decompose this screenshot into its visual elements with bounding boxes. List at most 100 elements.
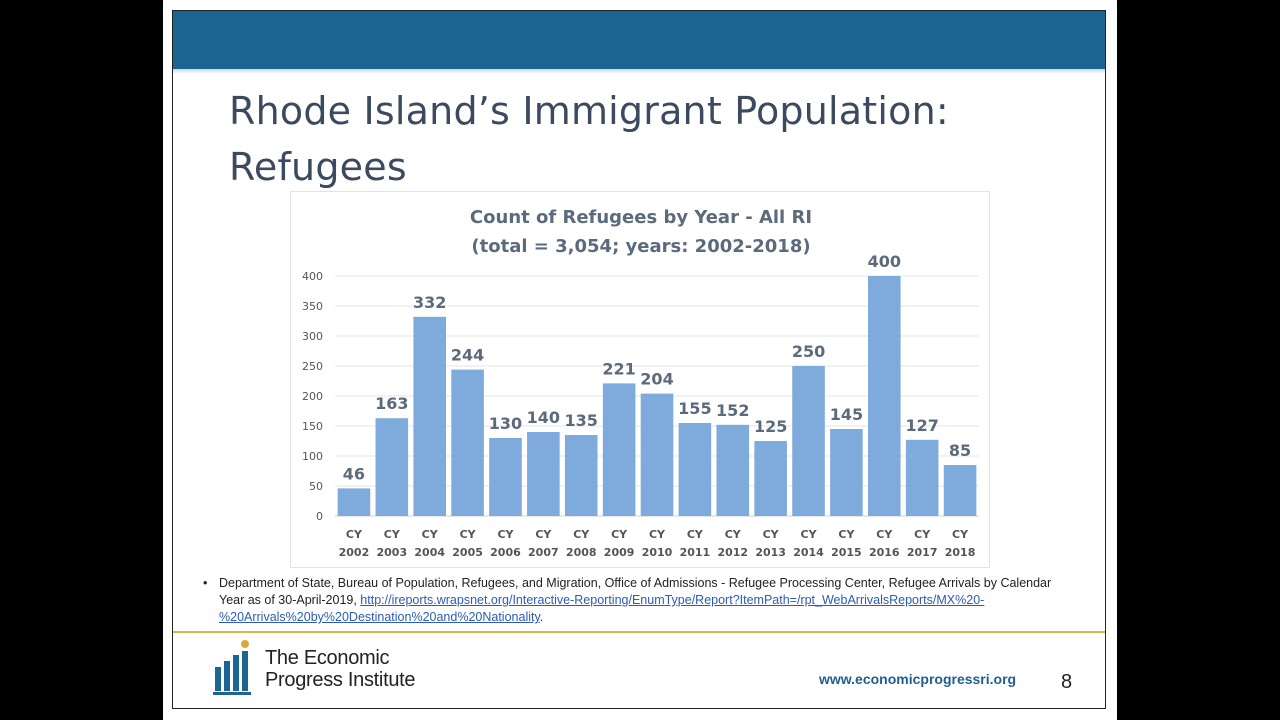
- chart-container: Count of Refugees by Year - All RI (tota…: [290, 191, 990, 568]
- x-tick-label: CY: [876, 528, 893, 541]
- x-tick-label: 2018: [945, 546, 976, 559]
- bar: [451, 369, 484, 516]
- x-tick-label: CY: [914, 528, 931, 541]
- bar: [754, 441, 787, 516]
- header-shadow: [173, 69, 1105, 74]
- x-tick-label: 2003: [377, 546, 408, 559]
- logo: The Economic Progress Institute: [213, 639, 428, 699]
- x-tick-label: CY: [801, 528, 818, 541]
- bar: [527, 432, 560, 516]
- x-tick-label: 2004: [414, 546, 445, 559]
- x-tick-label: 2010: [642, 546, 673, 559]
- x-tick-label: CY: [535, 528, 552, 541]
- data-label: 155: [678, 399, 711, 418]
- x-tick-label: 2009: [604, 546, 635, 559]
- bar: [489, 438, 522, 516]
- x-tick-label: 2011: [680, 546, 711, 559]
- logo-line1: The Economic: [265, 647, 390, 669]
- bar: [716, 424, 750, 516]
- x-tick-label: CY: [346, 528, 363, 541]
- y-tick-label: 150: [302, 420, 323, 433]
- bars: [337, 276, 977, 516]
- data-label: 140: [527, 408, 560, 427]
- logo-bars-icon: [213, 640, 251, 695]
- x-tick-label: CY: [763, 528, 780, 541]
- data-label: 204: [640, 370, 673, 389]
- x-tick-label: 2006: [490, 546, 521, 559]
- bar: [943, 465, 977, 516]
- source-citation: • Department of State, Bureau of Populat…: [203, 575, 1063, 626]
- x-tick-label: 2015: [831, 546, 862, 559]
- x-tick-label: 2002: [339, 546, 370, 559]
- bar-chart: Count of Refugees by Year - All RI (tota…: [302, 207, 979, 559]
- page-number: 8: [1061, 671, 1073, 693]
- data-label: 135: [565, 411, 598, 430]
- x-tick-label: 2014: [793, 546, 824, 559]
- bar: [678, 423, 712, 516]
- y-tick-label: 50: [309, 480, 323, 493]
- bar: [905, 439, 939, 516]
- x-tick-label: CY: [838, 528, 855, 541]
- bar: [564, 435, 598, 516]
- x-tick-label: CY: [573, 528, 590, 541]
- y-tick-label: 250: [302, 360, 323, 373]
- y-tick-label: 350: [302, 300, 323, 313]
- data-label: 145: [830, 405, 863, 424]
- x-tick-label: 2017: [907, 546, 938, 559]
- data-label: 163: [375, 394, 408, 413]
- data-label: 85: [949, 441, 971, 460]
- data-label: 332: [413, 293, 446, 312]
- x-tick-label: CY: [384, 528, 401, 541]
- bar: [792, 366, 825, 516]
- y-tick-label: 100: [302, 450, 323, 463]
- footer-rule: [173, 631, 1105, 633]
- x-tick-label: CY: [725, 528, 742, 541]
- bar: [337, 488, 371, 516]
- y-tick-label: 0: [316, 510, 323, 523]
- x-tick-label: 2008: [566, 546, 597, 559]
- bar: [640, 393, 674, 516]
- x-tick-label: 2007: [528, 546, 559, 559]
- slide-title: Rhode Island’s Immigrant Population: Ref…: [229, 89, 949, 189]
- source-text: Department of State, Bureau of Populatio…: [219, 576, 1052, 607]
- data-label: 46: [343, 464, 365, 483]
- x-tick-label: CY: [497, 528, 514, 541]
- data-labels: 46 163 332 244 130 140 135 221 204 155 152 125 250 14…: [343, 252, 971, 483]
- data-label: 221: [602, 359, 635, 378]
- bar: [830, 429, 863, 516]
- data-label: 152: [716, 401, 749, 420]
- x-tick-label: CY: [952, 528, 969, 541]
- header-bar: [173, 11, 1105, 69]
- x-tick-label: 2012: [717, 546, 748, 559]
- chart-title: Count of Refugees by Year - All RI: [470, 207, 812, 228]
- x-axis: CY 2002 CY 2003 CY 2004 CY 2005 CY 2006 CY 2007 CY 20…: [339, 528, 976, 559]
- x-tick-label: CY: [422, 528, 439, 541]
- x-tick-label: CY: [649, 528, 666, 541]
- data-label: 244: [451, 346, 484, 365]
- y-axis: 0 50 100 150 200 250 300 350 400: [302, 270, 323, 523]
- data-label: 400: [868, 252, 901, 271]
- x-tick-label: CY: [460, 528, 477, 541]
- website-url: www.economicprogressri.org: [819, 671, 1017, 687]
- logo-line2: Progress Institute: [265, 669, 416, 691]
- x-tick-label: 2016: [869, 546, 900, 559]
- bullet: •: [203, 576, 208, 590]
- bar: [602, 383, 636, 516]
- x-tick-label: CY: [687, 528, 704, 541]
- data-label: 130: [489, 414, 522, 433]
- bar: [375, 418, 409, 516]
- data-label: 127: [905, 416, 938, 435]
- x-tick-label: 2013: [755, 546, 786, 559]
- source-tail: .: [539, 610, 544, 624]
- y-tick-label: 200: [302, 390, 323, 403]
- x-tick-label: CY: [611, 528, 628, 541]
- bar: [413, 316, 446, 516]
- x-tick-label: 2005: [452, 546, 483, 559]
- data-label: 125: [754, 417, 787, 436]
- y-tick-label: 300: [302, 330, 323, 343]
- y-tick-label: 400: [302, 270, 323, 283]
- chart-subtitle: (total = 3,054; years: 2002-2018): [471, 236, 810, 257]
- bar: [868, 276, 901, 516]
- data-label: 250: [792, 342, 825, 361]
- source-link[interactable]: http://ireports.wrapsnet.org/Interactive…: [219, 593, 985, 624]
